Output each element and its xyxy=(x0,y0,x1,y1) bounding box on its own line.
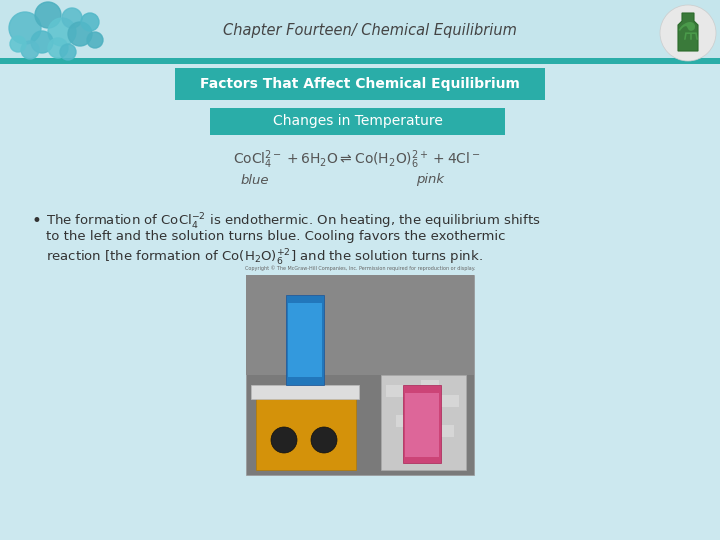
Circle shape xyxy=(10,36,26,52)
FancyBboxPatch shape xyxy=(175,68,545,100)
FancyBboxPatch shape xyxy=(403,385,441,463)
Circle shape xyxy=(35,2,61,28)
Circle shape xyxy=(48,38,68,58)
FancyBboxPatch shape xyxy=(0,0,720,62)
FancyBboxPatch shape xyxy=(256,395,356,470)
Circle shape xyxy=(9,12,41,44)
FancyBboxPatch shape xyxy=(288,303,322,377)
Polygon shape xyxy=(678,13,698,51)
Text: ⚗: ⚗ xyxy=(677,20,699,44)
Text: to the left and the solution turns blue. Cooling favors the exothermic: to the left and the solution turns blue.… xyxy=(46,230,505,243)
Circle shape xyxy=(311,427,337,453)
FancyBboxPatch shape xyxy=(286,295,324,385)
Text: Changes in Temperature: Changes in Temperature xyxy=(273,114,442,129)
Text: blue: blue xyxy=(240,173,269,186)
FancyBboxPatch shape xyxy=(210,108,505,135)
Circle shape xyxy=(271,427,297,453)
Text: Chapter Fourteen/ Chemical Equilibrium: Chapter Fourteen/ Chemical Equilibrium xyxy=(223,24,517,38)
FancyBboxPatch shape xyxy=(405,393,439,457)
FancyBboxPatch shape xyxy=(441,395,459,407)
Text: Factors That Affect Chemical Equilibrium: Factors That Affect Chemical Equilibrium xyxy=(200,77,520,91)
Text: reaction [the formation of $\mathrm{Co(H_2O)_6^{+2}}$] and the solution turns pi: reaction [the formation of $\mathrm{Co(H… xyxy=(46,248,483,268)
Circle shape xyxy=(68,22,92,46)
Circle shape xyxy=(31,31,53,53)
Text: $\mathrm{CoCl_4^{2-} + 6H_2O \rightleftharpoons Co(H_2O)_6^{2+} + 4Cl^-}$: $\mathrm{CoCl_4^{2-} + 6H_2O \rightlefth… xyxy=(233,148,481,171)
Circle shape xyxy=(62,8,82,28)
FancyBboxPatch shape xyxy=(246,275,474,375)
Text: •: • xyxy=(32,212,42,230)
FancyBboxPatch shape xyxy=(381,375,466,470)
FancyBboxPatch shape xyxy=(0,58,720,64)
Text: The formation of $\mathrm{CoCl_4^{-2}}$ is endothermic. On heating, the equilibr: The formation of $\mathrm{CoCl_4^{-2}}$ … xyxy=(46,212,541,232)
Circle shape xyxy=(660,5,716,61)
Circle shape xyxy=(60,44,76,60)
Text: Copyright © The McGraw-Hill Companies, Inc. Permission required for reproduction: Copyright © The McGraw-Hill Companies, I… xyxy=(245,265,475,271)
Circle shape xyxy=(81,13,99,31)
FancyBboxPatch shape xyxy=(411,440,429,452)
FancyBboxPatch shape xyxy=(386,385,404,397)
FancyBboxPatch shape xyxy=(251,385,359,399)
Text: pink: pink xyxy=(416,173,444,186)
Circle shape xyxy=(87,32,103,48)
Circle shape xyxy=(48,18,76,46)
Circle shape xyxy=(21,41,39,59)
FancyBboxPatch shape xyxy=(246,275,474,475)
FancyBboxPatch shape xyxy=(436,425,454,437)
FancyBboxPatch shape xyxy=(396,415,414,427)
FancyBboxPatch shape xyxy=(421,380,439,392)
